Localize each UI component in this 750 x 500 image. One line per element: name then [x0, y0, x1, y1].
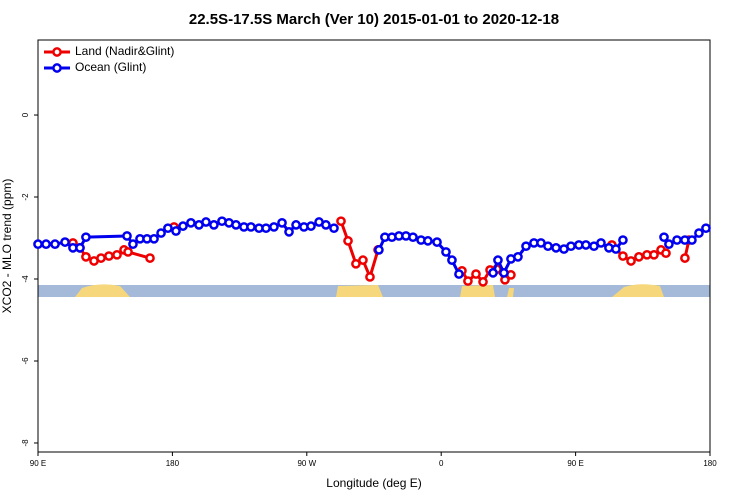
legend-label: Ocean (Glint)	[75, 60, 146, 74]
data-point	[284, 227, 294, 237]
data-point	[329, 223, 339, 234]
data-point	[499, 268, 509, 278]
data-point	[269, 222, 279, 232]
data-point	[596, 238, 606, 248]
y-tick-label: -8	[21, 439, 30, 447]
data-point	[664, 239, 674, 250]
data-point	[163, 223, 173, 234]
data-point	[321, 220, 331, 230]
data-point	[626, 256, 636, 266]
data-point	[128, 239, 138, 250]
data-point	[687, 235, 697, 245]
data-point	[659, 232, 669, 243]
data-point	[246, 222, 256, 232]
data-point	[145, 253, 155, 263]
x-tick-label: 180	[703, 459, 717, 468]
data-point	[209, 220, 219, 230]
chart-title: 22.5S-17.5S March (Ver 10) 2015-01-01 to…	[189, 11, 559, 28]
surface-strip	[38, 284, 710, 297]
data-point	[365, 272, 375, 282]
data-point	[96, 253, 106, 263]
data-point	[149, 233, 159, 244]
data-point	[81, 232, 91, 243]
data-point	[618, 235, 628, 245]
data-point	[277, 217, 287, 228]
data-point	[463, 276, 473, 286]
data-point	[701, 223, 711, 234]
data-point	[649, 249, 659, 260]
data-point	[513, 252, 523, 262]
data-point	[122, 231, 132, 241]
data-point	[543, 241, 553, 252]
data-point	[112, 249, 122, 260]
legend-marker	[52, 47, 62, 57]
x-tick-label: 90 E	[567, 459, 583, 468]
land-band	[460, 285, 495, 297]
data-point	[156, 228, 166, 238]
data-point	[60, 237, 70, 247]
land-band	[612, 284, 664, 297]
data-point	[441, 247, 451, 257]
x-tick-label: 90 E	[30, 459, 46, 468]
data-point	[581, 240, 591, 250]
data-point	[231, 220, 241, 230]
data-point	[358, 255, 368, 265]
data-point	[291, 220, 301, 230]
data-point	[171, 226, 181, 236]
y-tick-label: -2	[21, 193, 30, 201]
data-point	[336, 216, 346, 227]
y-axis-label: XCO2 - MLO trend (ppm)	[0, 179, 14, 314]
data-point	[488, 268, 498, 278]
data-point	[551, 242, 561, 253]
data-point	[694, 228, 704, 238]
land-band	[336, 285, 383, 297]
data-point	[618, 251, 628, 261]
data-point	[423, 236, 433, 246]
x-tick-label: 0	[439, 459, 444, 468]
data-point	[478, 277, 488, 287]
y-tick-label: -4	[21, 275, 30, 283]
data-point	[261, 223, 271, 234]
data-point	[186, 217, 196, 228]
data-point	[454, 269, 464, 279]
data-point	[50, 239, 60, 250]
data-point	[471, 269, 481, 279]
legend-marker	[52, 63, 62, 73]
land-band	[507, 288, 514, 297]
data-point	[104, 251, 114, 261]
legend-label: Land (Nadir&Glint)	[75, 44, 174, 58]
data-point	[566, 241, 576, 252]
data-point	[672, 235, 682, 245]
data-point	[432, 237, 442, 247]
data-point	[408, 232, 418, 243]
y-tick-label: 0	[21, 112, 30, 117]
x-tick-label: 90 W	[297, 459, 316, 468]
data-point	[374, 245, 384, 255]
data-point	[41, 239, 51, 250]
data-point	[201, 217, 211, 227]
x-axis-label: Longitude (deg E)	[326, 476, 421, 490]
data-point	[75, 242, 85, 253]
data-point	[343, 236, 353, 246]
x-tick-label: 180	[166, 459, 180, 468]
data-point	[447, 255, 457, 265]
data-point	[661, 248, 671, 259]
data-point	[521, 241, 531, 252]
data-point	[123, 247, 133, 257]
data-point	[493, 255, 503, 265]
data-point	[634, 252, 644, 262]
data-point	[611, 244, 621, 254]
data-point	[306, 221, 316, 231]
y-tick-label: -6	[21, 357, 30, 365]
data-point	[81, 252, 91, 262]
data-point	[33, 239, 43, 250]
land-band	[75, 284, 130, 297]
data-point	[680, 253, 690, 263]
data-point	[178, 221, 188, 231]
data-point	[351, 258, 361, 269]
